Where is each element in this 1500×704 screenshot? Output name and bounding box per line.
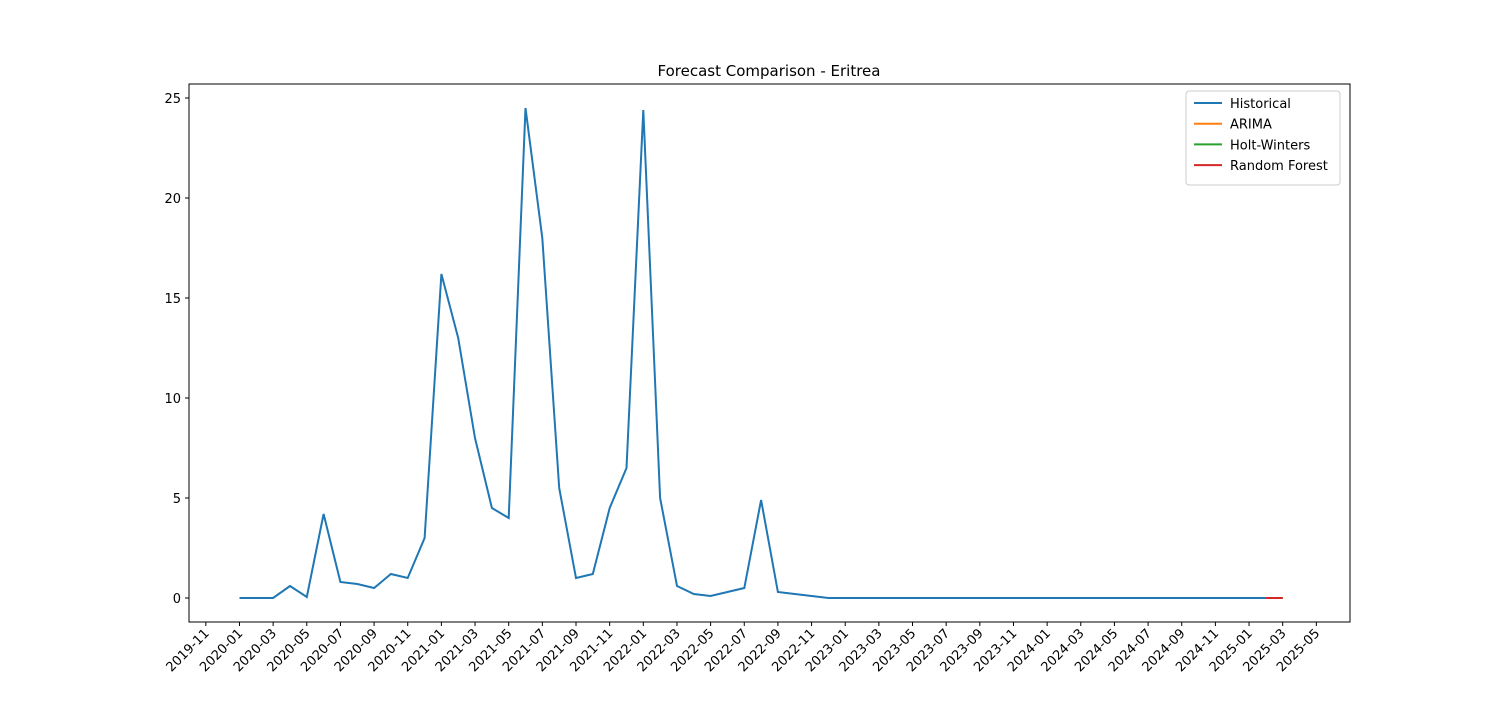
y-tick-label: 25 — [164, 92, 181, 107]
series-line — [239, 107, 1266, 599]
y-tick-label: 20 — [164, 192, 181, 207]
plot-frame — [188, 83, 1351, 623]
y-tick-label: 15 — [164, 292, 181, 307]
y-tick-label: 5 — [173, 492, 181, 507]
legend-label: ARIMA — [1230, 118, 1272, 133]
chart-title: Forecast Comparison - Eritrea — [658, 62, 881, 80]
y-tick-label: 10 — [164, 392, 181, 407]
legend-label: Historical — [1230, 97, 1291, 112]
legend-label: Holt-Winters — [1230, 138, 1310, 153]
y-tick-label: 0 — [173, 592, 181, 607]
legend-box — [1185, 90, 1341, 186]
legend-label: Random Forest — [1230, 159, 1328, 174]
